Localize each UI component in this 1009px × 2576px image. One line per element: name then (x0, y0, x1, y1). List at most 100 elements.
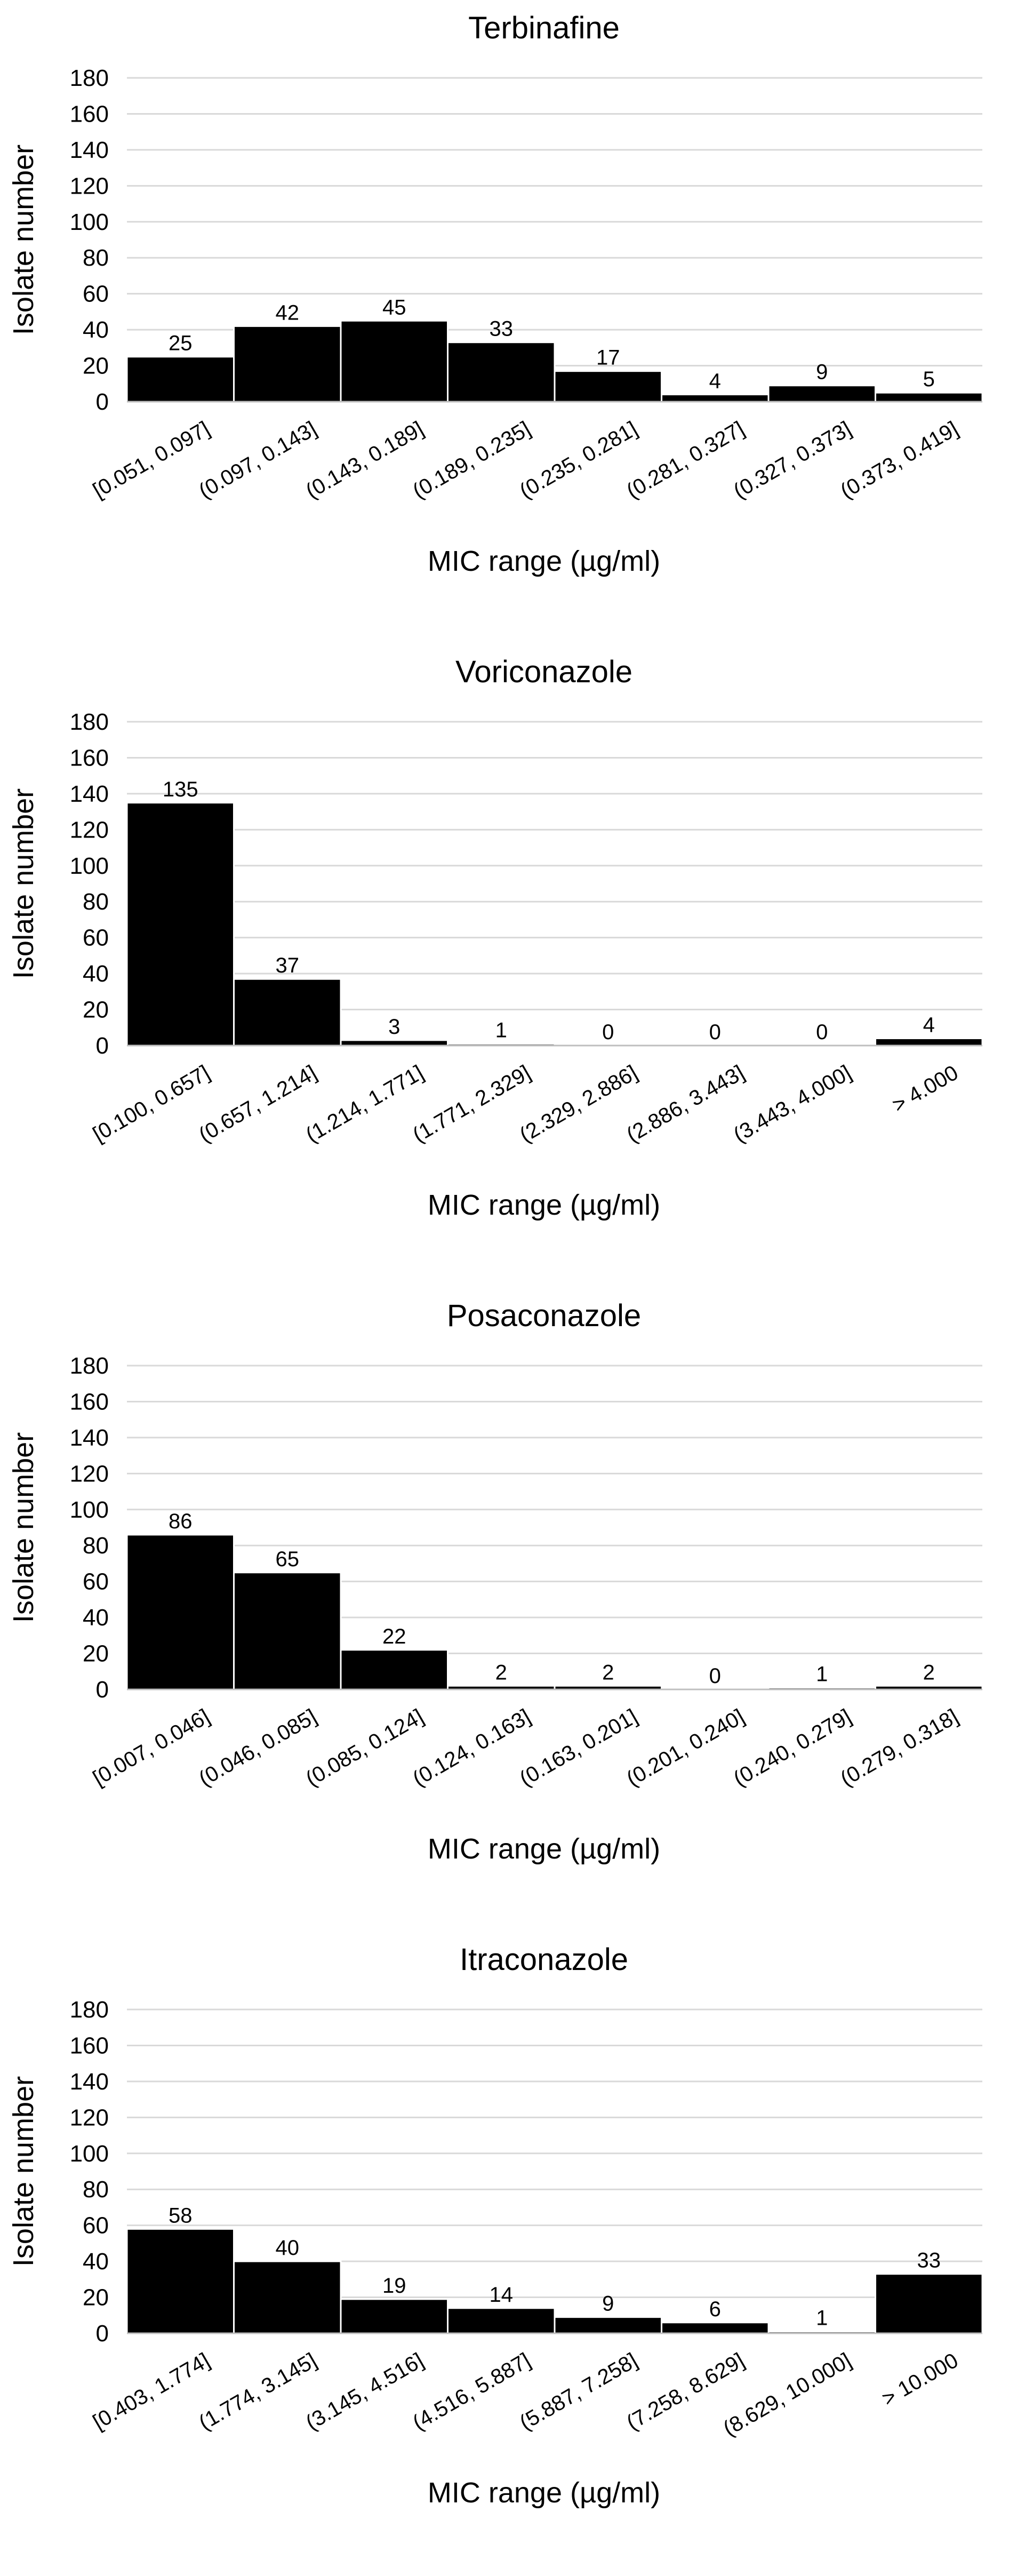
bar (447, 341, 556, 403)
y-tick-label: 120 (70, 173, 109, 199)
bar (233, 325, 342, 403)
data-label: 17 (596, 346, 620, 370)
y-tick-label: 60 (83, 1569, 109, 1595)
y-tick-label: 140 (70, 1425, 109, 1451)
data-label: 1 (816, 1663, 828, 1686)
y-tick-label: 40 (83, 2248, 109, 2275)
bar (126, 1534, 235, 1690)
x-category-label: (1.774, 3.145] (195, 2349, 321, 2435)
data-label: 1 (816, 2307, 828, 2330)
y-tick-label: 80 (83, 245, 109, 271)
chart-title: Voriconazole (455, 655, 632, 689)
y-tick-label: 120 (70, 1461, 109, 1487)
data-label: 58 (169, 2204, 193, 2227)
x-category-label: (3.443, 4.000] (730, 1061, 855, 1147)
x-category-label: (0.143, 0.189] (302, 417, 428, 504)
bar (447, 2307, 556, 2334)
x-category-label: (1.214, 1.771] (302, 1061, 428, 1147)
y-axis-label: Isolate number (7, 1432, 39, 1623)
y-tick-label: 180 (70, 65, 109, 91)
y-tick-label: 0 (96, 389, 109, 415)
y-tick-label: 80 (83, 889, 109, 915)
y-axis-label: Isolate number (7, 788, 39, 979)
data-label: 0 (602, 1020, 614, 1044)
y-tick-label: 40 (83, 961, 109, 987)
y-tick-label: 80 (83, 1533, 109, 1559)
bar (767, 385, 876, 403)
x-axis-label: MIC range (µg/ml) (428, 1189, 660, 1221)
data-label: 135 (163, 778, 198, 801)
y-tick-label: 140 (70, 2069, 109, 2095)
bar (233, 2260, 342, 2334)
x-category-label: (1.771, 2.329] (409, 1061, 534, 1147)
y-tick-label: 160 (70, 745, 109, 771)
y-tick-label: 20 (83, 353, 109, 379)
bar (126, 802, 235, 1047)
y-tick-label: 100 (70, 209, 109, 235)
x-axis-label: MIC range (µg/ml) (428, 545, 660, 577)
data-label: 40 (276, 2236, 300, 2260)
x-category-label: [0.403, 1.774] (89, 2349, 214, 2434)
x-category-label: (4.516, 5.887] (409, 2349, 534, 2435)
y-tick-label: 60 (83, 281, 109, 307)
x-axis-label: MIC range (µg/ml) (428, 1833, 660, 1865)
bar (126, 356, 235, 403)
x-category-label: (2.886, 3.443] (622, 1061, 748, 1147)
y-tick-label: 180 (70, 1353, 109, 1379)
y-tick-label: 60 (83, 925, 109, 951)
data-label: 0 (816, 1020, 828, 1044)
y-tick-label: 120 (70, 2104, 109, 2131)
y-tick-label: 100 (70, 853, 109, 879)
y-tick-label: 40 (83, 1605, 109, 1631)
x-category-label: (3.145, 4.516] (302, 2349, 428, 2435)
x-category-label: (0.189, 0.235] (409, 417, 534, 504)
bar (875, 2273, 983, 2334)
y-tick-label: 0 (96, 2320, 109, 2347)
y-tick-label: 20 (83, 997, 109, 1023)
x-category-label: (0.281, 0.327] (622, 417, 748, 504)
y-tick-label: 180 (70, 709, 109, 735)
x-category-label: [0.051, 0.097] (89, 417, 214, 503)
y-tick-label: 20 (83, 2285, 109, 2311)
bar (340, 2298, 449, 2334)
y-axis-label: Isolate number (7, 145, 39, 335)
data-label: 25 (169, 332, 193, 355)
chart-itraconazole: Itraconazole020406080100120140160180Isol… (7, 1942, 983, 2509)
bar (554, 2316, 662, 2334)
y-axis-label: Isolate number (7, 2076, 39, 2267)
data-label: 6 (709, 2298, 721, 2321)
bar (661, 394, 770, 403)
x-category-label: (0.240, 0.279] (730, 1705, 855, 1791)
y-tick-label: 20 (83, 1641, 109, 1667)
data-label: 2 (495, 1661, 507, 1684)
x-category-label: (5.887, 7.258] (516, 2349, 642, 2435)
data-label: 2 (923, 1661, 935, 1684)
x-category-label: (0.373, 0.419] (836, 417, 962, 504)
chart-title: Posaconazole (447, 1298, 641, 1333)
data-label: 33 (490, 317, 514, 341)
y-tick-label: 160 (70, 1389, 109, 1415)
x-category-label: (0.279, 0.318] (836, 1705, 962, 1791)
bar (126, 2228, 235, 2334)
data-label: 3 (388, 1015, 400, 1039)
data-label: 9 (602, 2292, 614, 2316)
x-category-label: (0.163, 0.201] (516, 1705, 642, 1791)
x-axis-label: MIC range (µg/ml) (428, 2477, 660, 2509)
chart-voriconazole: Voriconazole020406080100120140160180Isol… (7, 655, 983, 1221)
bar (340, 1649, 449, 1690)
x-category-label: > 4.000 (888, 1061, 963, 1117)
x-category-label: (2.329, 2.886] (516, 1061, 642, 1147)
x-category-label: (0.124, 0.163] (409, 1705, 534, 1791)
data-label: 19 (382, 2274, 406, 2298)
bar (875, 392, 983, 403)
data-label: 0 (709, 1020, 721, 1044)
data-label: 14 (490, 2283, 514, 2307)
x-category-label: (0.201, 0.240] (622, 1705, 748, 1791)
y-tick-label: 120 (70, 817, 109, 843)
bar (233, 1572, 342, 1690)
x-category-label: (0.327, 0.373] (730, 417, 855, 504)
chart-posaconazole: Posaconazole020406080100120140160180Isol… (7, 1298, 983, 1865)
bar (233, 978, 342, 1047)
x-category-label: (0.085, 0.124] (302, 1705, 428, 1791)
